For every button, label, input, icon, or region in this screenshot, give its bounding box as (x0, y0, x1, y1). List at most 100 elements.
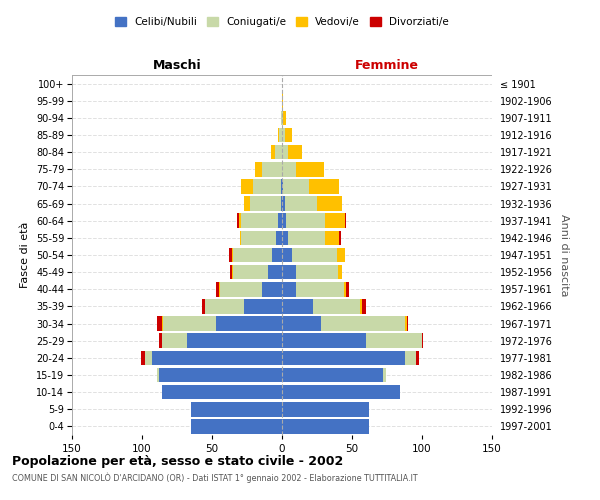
Bar (283, 179, 308, 194)
Bar (262, 162, 282, 176)
Text: Maschi: Maschi (152, 58, 202, 71)
Bar (282, 248, 292, 262)
Bar (346, 282, 349, 296)
Bar (152, 350, 282, 365)
Bar (240, 230, 241, 245)
Bar (337, 248, 345, 262)
Bar (345, 214, 346, 228)
Bar (383, 368, 386, 382)
Bar (161, 334, 187, 348)
Bar (232, 265, 233, 280)
Bar (161, 385, 282, 400)
Bar (416, 350, 419, 365)
Bar (275, 145, 282, 160)
Bar (161, 316, 163, 331)
Bar (296, 282, 344, 296)
Bar (191, 419, 282, 434)
Bar (244, 299, 282, 314)
Legend: Celibi/Nubili, Coniugati/e, Vedovi/e, Divorziati/e: Celibi/Nubili, Coniugati/e, Vedovi/e, Di… (111, 12, 453, 31)
Bar (338, 265, 342, 280)
Bar (277, 230, 282, 245)
Bar (361, 299, 362, 314)
Bar (286, 214, 325, 228)
Bar (422, 334, 424, 348)
Bar (282, 179, 283, 194)
Bar (285, 196, 317, 211)
Bar (202, 299, 205, 314)
Bar (216, 316, 282, 331)
Y-axis label: Anni di nascita: Anni di nascita (559, 214, 569, 296)
Bar (313, 299, 361, 314)
Bar (362, 299, 366, 314)
Bar (232, 248, 233, 262)
Bar (216, 282, 219, 296)
Bar (325, 230, 340, 245)
Bar (282, 196, 285, 211)
Bar (159, 334, 161, 348)
Bar (272, 248, 282, 262)
Bar (281, 110, 282, 125)
Bar (230, 265, 232, 280)
Bar (250, 196, 281, 211)
Bar (278, 214, 282, 228)
Bar (296, 162, 324, 176)
Bar (229, 248, 232, 262)
Bar (282, 162, 296, 176)
Bar (282, 402, 369, 416)
Bar (282, 110, 283, 125)
Bar (340, 230, 341, 245)
Bar (187, 334, 282, 348)
Bar (282, 145, 287, 160)
Bar (241, 230, 277, 245)
Bar (366, 334, 422, 348)
Bar (271, 145, 275, 160)
Bar (344, 282, 346, 296)
Bar (241, 179, 253, 194)
Bar (282, 350, 405, 365)
Text: Femmine: Femmine (355, 58, 419, 71)
Bar (292, 248, 337, 262)
Bar (219, 282, 220, 296)
Bar (281, 196, 282, 211)
Bar (282, 214, 286, 228)
Bar (321, 316, 405, 331)
Bar (244, 196, 250, 211)
Bar (287, 145, 302, 160)
Bar (278, 128, 279, 142)
Bar (205, 299, 244, 314)
Bar (157, 368, 159, 382)
Bar (253, 179, 281, 194)
Bar (256, 162, 262, 176)
Bar (282, 94, 283, 108)
Bar (268, 265, 282, 280)
Bar (191, 402, 282, 416)
Bar (282, 282, 296, 296)
Y-axis label: Fasce di età: Fasce di età (20, 222, 31, 288)
Bar (296, 265, 338, 280)
Bar (282, 316, 321, 331)
Bar (282, 419, 369, 434)
Bar (325, 214, 345, 228)
Bar (262, 282, 282, 296)
Bar (237, 214, 239, 228)
Bar (163, 316, 216, 331)
Text: Popolazione per età, sesso e stato civile - 2002: Popolazione per età, sesso e stato civil… (12, 455, 343, 468)
Bar (220, 282, 262, 296)
Bar (281, 179, 282, 194)
Bar (241, 214, 278, 228)
Bar (405, 350, 416, 365)
Bar (407, 316, 408, 331)
Bar (282, 368, 383, 382)
Bar (140, 350, 145, 365)
Bar (308, 179, 340, 194)
Bar (282, 265, 296, 280)
Bar (159, 368, 282, 382)
Bar (279, 128, 282, 142)
Bar (282, 385, 400, 400)
Bar (405, 316, 407, 331)
Bar (239, 214, 241, 228)
Bar (145, 350, 152, 365)
Bar (282, 334, 366, 348)
Bar (233, 248, 272, 262)
Text: COMUNE DI SAN NICOLÒ D'ARCIDANO (OR) - Dati ISTAT 1° gennaio 2002 - Elaborazione: COMUNE DI SAN NICOLÒ D'ARCIDANO (OR) - D… (12, 472, 418, 483)
